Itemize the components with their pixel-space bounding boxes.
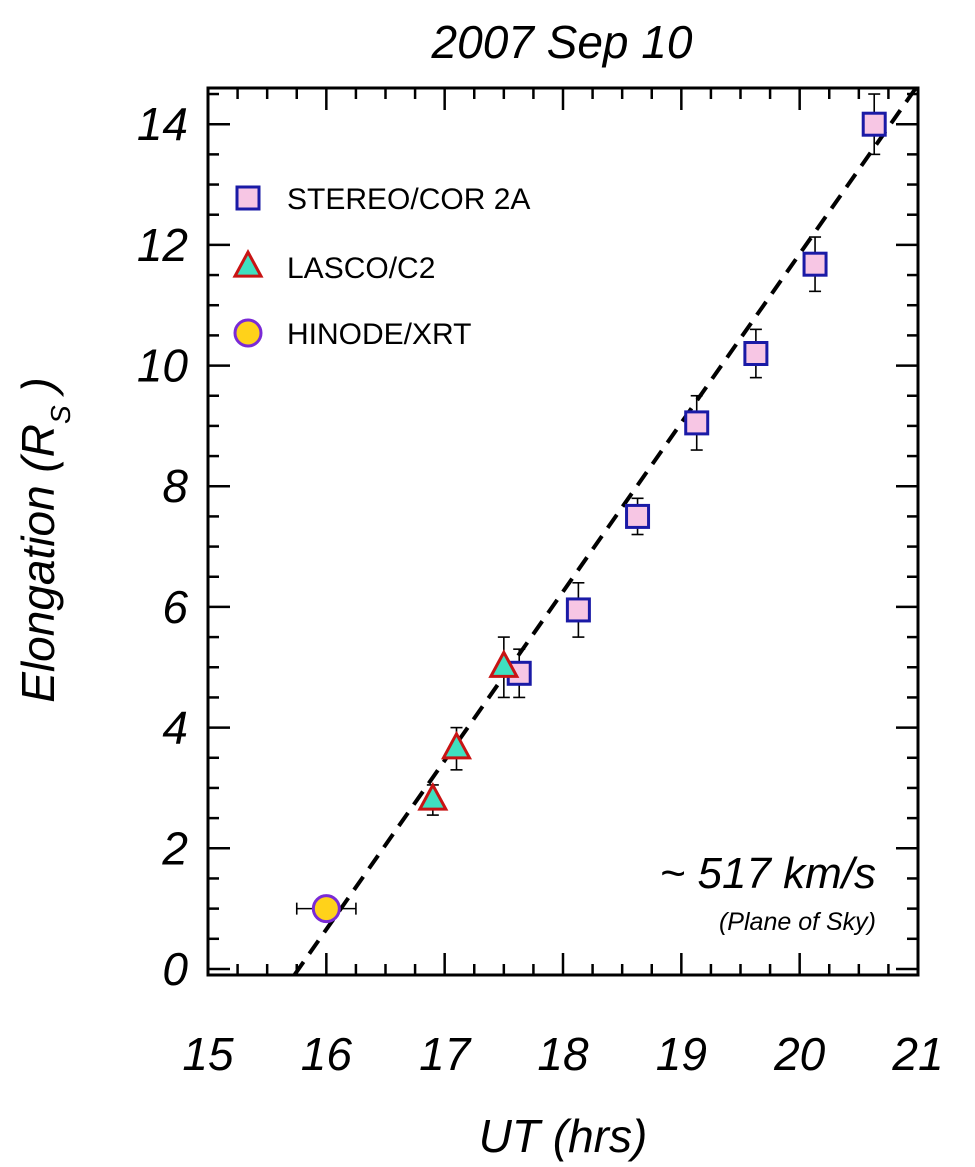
y-tick-label: 6	[162, 581, 188, 633]
data-point	[802, 251, 828, 277]
data-point	[861, 111, 887, 137]
x-tick-label: 18	[537, 1028, 589, 1080]
x-tick-label: 17	[419, 1028, 472, 1080]
y-tick-label: 8	[162, 460, 188, 512]
data-point	[684, 410, 710, 436]
data-point	[743, 340, 769, 366]
x-tick-label: 21	[891, 1028, 943, 1080]
data-point	[440, 730, 473, 760]
x-tick-label: 20	[773, 1028, 826, 1080]
y-tick-label: 0	[162, 943, 188, 995]
legend-marker	[232, 248, 264, 278]
legend-marker	[235, 185, 261, 211]
data-point	[311, 894, 341, 924]
y-axis-label: Elongation (RS )	[12, 377, 76, 703]
speed-annotation: ~ 517 km/s	[660, 849, 876, 898]
plot-border	[206, 86, 920, 977]
plane-of-sky-annotation: (Plane of Sky)	[719, 908, 876, 936]
y-tick-label: 2	[161, 822, 188, 874]
x-tick-labels: 15 16 17 18 19 20 21	[182, 1028, 943, 1080]
y-tick-label: 4	[162, 702, 188, 754]
y-tick-labels: 0 2 4 6 8 10 12 14	[137, 98, 189, 995]
axis-ticks	[206, 88, 920, 975]
data-points	[295, 93, 887, 924]
chart-title: 2007 Sep 10	[431, 16, 693, 68]
legend-label: HINODE/XRT	[287, 318, 471, 351]
x-tick-label: 15	[182, 1028, 234, 1080]
y-axis-label-main: Elongation (R	[12, 424, 64, 703]
data-point	[625, 503, 651, 529]
y-axis-label-subscript: S	[45, 405, 76, 424]
plot-frame	[206, 86, 920, 977]
data-point	[488, 649, 520, 678]
legend-label: STEREO/COR 2A	[287, 183, 530, 216]
x-tick-label: 19	[656, 1028, 707, 1080]
y-tick-label: 10	[137, 340, 189, 392]
data-point	[565, 597, 591, 623]
x-tick-label: 16	[301, 1028, 353, 1080]
legend-marker	[233, 318, 263, 348]
data-point	[417, 781, 449, 811]
y-tick-label: 14	[137, 98, 188, 150]
legend: STEREO/COR 2A LASCO/C2 HINODE/XRT	[232, 183, 530, 351]
fit-line	[292, 83, 920, 977]
legend-label: LASCO/C2	[287, 252, 435, 285]
fit-line-group	[292, 83, 920, 977]
x-axis-label: UT (hrs)	[479, 1110, 648, 1162]
y-tick-label: 12	[137, 219, 188, 271]
y-axis-label-close: )	[12, 377, 64, 405]
